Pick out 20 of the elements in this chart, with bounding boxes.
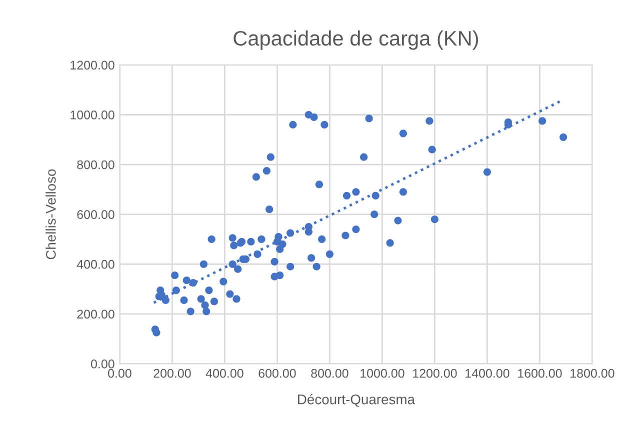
x-tick-label: 200.00 bbox=[154, 368, 191, 378]
x-tick-label: 600.00 bbox=[258, 368, 296, 378]
x-tick-label: 1200.00 bbox=[413, 368, 457, 378]
y-tick-label: 600.00 bbox=[77, 210, 114, 219]
x-tick-label: 0.00 bbox=[108, 368, 132, 378]
x-tick-label: 1800.00 bbox=[570, 368, 614, 378]
chart-title: Capacidade de carga (KN) bbox=[234, 30, 478, 50]
x-axis-title: Décourt-Quaresma bbox=[298, 394, 415, 407]
y-tick-label: 400.00 bbox=[76, 260, 114, 269]
x-tick-label: 800.00 bbox=[311, 368, 348, 378]
y-axis-title: Chellis-Velloso bbox=[46, 169, 56, 260]
y-tick-label: 1200.00 bbox=[70, 60, 114, 70]
y-tick-label: 800.00 bbox=[77, 160, 114, 170]
y-tick-label: 1000.00 bbox=[70, 110, 114, 120]
x-tick-label: 400.00 bbox=[206, 368, 244, 378]
x-tick-label: 1400.00 bbox=[466, 368, 510, 378]
y-tick-label: 200.00 bbox=[77, 310, 114, 319]
y-tick-label: 0.00 bbox=[91, 360, 114, 368]
x-tick-label: 1600.00 bbox=[518, 368, 562, 378]
x-tick-label: 1000.00 bbox=[360, 368, 404, 378]
